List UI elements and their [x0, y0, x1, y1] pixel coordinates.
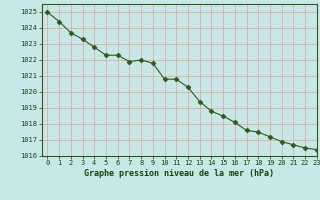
X-axis label: Graphe pression niveau de la mer (hPa): Graphe pression niveau de la mer (hPa): [84, 169, 274, 178]
